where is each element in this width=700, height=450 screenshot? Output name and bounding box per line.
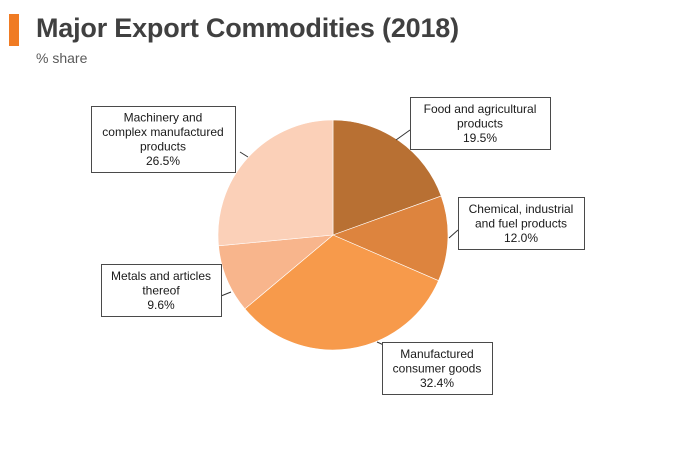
slice-value-label: 19.5% (463, 131, 497, 145)
slice-category-label: Manufactured (400, 347, 473, 361)
callout-leader-line (239, 151, 249, 158)
callout-box (91, 106, 236, 173)
slice-value-label: 12.0% (504, 231, 538, 245)
pie-slice (244, 234, 439, 351)
slice-category-label: Machinery and (124, 111, 203, 125)
slice-value-label: 9.6% (147, 298, 175, 312)
chart-title: Major Export Commodities (2018) (36, 13, 459, 43)
callout-box (458, 197, 585, 250)
slice-category-label: Food and agricultural (424, 102, 537, 116)
pie-slice (332, 195, 449, 282)
callout-leader-line (395, 129, 411, 141)
callout-leader-line (448, 229, 459, 239)
slice-category-label: and fuel products (475, 216, 567, 230)
slice-category-label: Metals and articles (111, 269, 211, 283)
callout-box (382, 342, 493, 395)
slice-category-label: complex manufactured (102, 125, 223, 139)
slice-category-label: products (140, 140, 186, 154)
callout-leader-line (220, 291, 232, 297)
slice-category-label: products (457, 116, 503, 130)
callout-box (101, 264, 222, 317)
pie-slice (332, 119, 442, 236)
slice-value-label: 26.5% (146, 154, 180, 168)
callout-box (410, 97, 551, 150)
chart-subtitle: % share (36, 50, 88, 66)
slice-category-label: thereof (142, 283, 180, 297)
title-accent-bar (9, 14, 19, 46)
slice-category-label: consumer goods (393, 361, 482, 375)
slice-category-label: Chemical, industrial (469, 202, 574, 216)
slice-value-label: 32.4% (420, 376, 454, 390)
pie-slice (217, 119, 334, 247)
